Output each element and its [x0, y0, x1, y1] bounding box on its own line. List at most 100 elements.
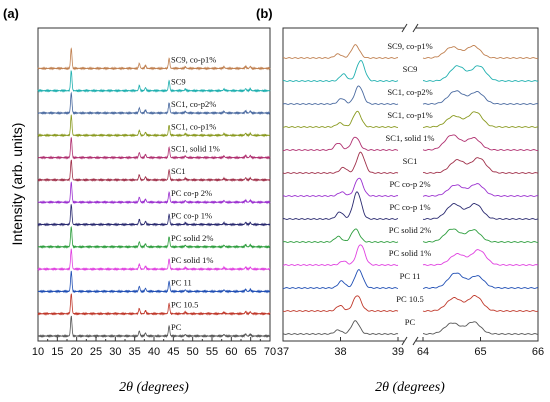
- trace-b-right-sc1-solid-1: [422, 134, 539, 151]
- panel-b-axis-breaks: [401, 23, 419, 346]
- series-label-b-sc1-solid-1: SC1, solid 1%: [386, 133, 435, 143]
- series-label-b-sc1-co-p1: SC1, co-p1%: [387, 110, 432, 120]
- trace-a-sc1-solid-1: [37, 137, 271, 160]
- trace-b-left-pc: [282, 320, 399, 335]
- panel-b-label: (b): [256, 6, 273, 21]
- trace-b-right-sc1-co-p1: [422, 111, 539, 128]
- axis-break-mark: [401, 336, 408, 346]
- panel-a-label: (a): [3, 6, 19, 21]
- series-label-a-pc-11: PC 11: [171, 277, 192, 287]
- trace-b-left-sc1-solid-1: [282, 136, 399, 151]
- panel-b-x-ticks: 37 38 39 64 65 66: [277, 337, 544, 358]
- trace-a-pc-co-p-2: [37, 181, 271, 205]
- series-label-a-sc1-co-p1: SC1, co-p1%: [171, 121, 216, 131]
- trace-b-right-pc-11: [422, 272, 539, 289]
- trace-a-pc-co-p-1: [37, 204, 271, 227]
- trace-a-sc9: [37, 70, 271, 93]
- series-label-b-pc-solid-2: PC solid 2%: [389, 225, 432, 235]
- trace-b-left-pc-11: [282, 269, 399, 289]
- axis-break-mark: [401, 23, 408, 33]
- tick-label-a-50: 50: [187, 346, 199, 358]
- trace-b-left-pc-solid-1: [282, 244, 399, 266]
- trace-a-pc: [37, 315, 271, 339]
- panel-b-traces: [282, 44, 539, 335]
- tick-label-b-38: 38: [334, 346, 346, 358]
- trace-b-right-pc-10-5: [422, 295, 539, 312]
- tick-label-b-39: 39: [392, 346, 404, 358]
- series-label-a-pc-co-p-2: PC co-p 2%: [171, 188, 212, 198]
- trace-a-pc-solid-2: [37, 225, 271, 249]
- series-label-a-sc1-solid-1: SC1, solid 1%: [171, 144, 220, 154]
- trace-b-left-sc1: [282, 151, 399, 174]
- trace-b-right-pc-co-p-1: [422, 203, 539, 220]
- series-label-a-pc-solid-2: PC solid 2%: [171, 233, 214, 243]
- trace-b-right-sc1-co-p2: [422, 90, 539, 105]
- trace-a-pc-11: [37, 270, 271, 294]
- trace-b-left-sc9-co-p1: [282, 44, 399, 59]
- tick-label-a-60: 60: [225, 346, 237, 358]
- series-label-a-sc1: SC1: [171, 166, 186, 176]
- axis-break-mark: [412, 336, 419, 346]
- series-label-b-sc1: SC1: [403, 156, 418, 166]
- tick-label-a-35: 35: [129, 346, 141, 358]
- trace-a-sc1: [37, 159, 271, 183]
- trace-b-left-pc-co-p-1: [282, 191, 399, 220]
- trace-b-right-sc9: [422, 65, 539, 82]
- panel-a-x-label: 2θ (degrees): [119, 380, 189, 395]
- trace-b-left-sc9: [282, 60, 399, 82]
- trace-a-sc1-co-p2: [37, 91, 271, 116]
- panel-b: (b) PC PC 10.5 PC 11 PC solid 1% PC solid 2%…: [256, 6, 544, 395]
- trace-b-right-pc-solid-2: [422, 228, 539, 243]
- trace-b-right-pc-solid-1: [422, 249, 539, 266]
- panel-b-series-labels: PC PC 10.5 PC 11 PC solid 1% PC solid 2% PC c…: [386, 41, 435, 327]
- series-label-b-sc1-co-p2: SC1, co-p2%: [387, 87, 432, 97]
- trace-a-sc9-co-p1: [37, 47, 271, 71]
- trace-b-right-pc: [422, 321, 539, 335]
- panel-a-y-label: Intensity (arb. units): [9, 123, 25, 246]
- trace-b-left-pc-co-p-2: [282, 177, 399, 197]
- tick-label-b-65: 65: [474, 346, 486, 358]
- panel-a-traces: [37, 47, 271, 339]
- tick-label-a-65: 65: [245, 346, 257, 358]
- tick-label-a-40: 40: [148, 346, 160, 358]
- series-label-a-pc-co-p-1: PC co-p 1%: [171, 211, 212, 221]
- tick-label-a-55: 55: [206, 346, 218, 358]
- series-label-b-pc-co-p-1: PC co-p 1%: [389, 202, 430, 212]
- series-label-b-sc9-co-p1: SC9, co-p1%: [387, 41, 432, 51]
- series-label-b-sc9: SC9: [403, 64, 418, 74]
- panel-a-frame: [37, 27, 271, 342]
- series-label-a-pc-solid-1: PC solid 1%: [171, 255, 214, 265]
- trace-a-sc1-co-p1: [37, 114, 271, 138]
- tick-label-b-66: 66: [532, 346, 544, 358]
- series-label-a-pc-10-5: PC 10.5: [171, 300, 198, 310]
- trace-b-right-sc9-co-p1: [422, 44, 539, 59]
- panel-a-x-ticks: 10 15 20 25 30 35 40 45 50 55 60 65 70: [32, 337, 276, 358]
- series-label-b-pc-10-5: PC 10.5: [396, 294, 423, 304]
- axis-break-gap: [404, 338, 416, 344]
- trace-b-left-pc-solid-2: [282, 228, 399, 243]
- series-label-b-pc-solid-1: PC solid 1%: [389, 248, 432, 258]
- trace-b-left-sc1-co-p2: [282, 85, 399, 105]
- trace-a-pc-solid-1: [37, 248, 271, 272]
- trace-b-left-sc1-co-p1: [282, 110, 399, 128]
- axis-break-mark: [412, 23, 419, 33]
- series-label-a-sc1-co-p2: SC1, co-p2%: [171, 99, 216, 109]
- panel-a: (a) PC PC 10.5 PC 11 PC solid 1% PC solid 2%…: [3, 6, 276, 395]
- tick-label-b-37: 37: [277, 346, 289, 358]
- tick-label-a-15: 15: [51, 346, 63, 358]
- panel-b-x-label: 2θ (degrees): [375, 380, 445, 395]
- series-label-a-sc9-co-p1: SC9, co-p1%: [171, 54, 216, 64]
- panel-a-series-labels: PC PC 10.5 PC 11 PC solid 1% PC solid 2% PC c…: [171, 54, 220, 332]
- series-label-b-pc-co-p-2: PC co-p 2%: [389, 179, 430, 189]
- trace-b-left-pc-10-5: [282, 295, 399, 312]
- trace-a-pc-10-5: [37, 293, 271, 316]
- tick-label-a-10: 10: [32, 346, 44, 358]
- series-label-b-pc-11: PC 11: [400, 271, 421, 281]
- series-label-a-pc: PC: [171, 322, 182, 332]
- trace-b-right-pc-co-p-2: [422, 183, 539, 197]
- tick-label-a-45: 45: [167, 346, 179, 358]
- tick-label-a-70: 70: [264, 346, 276, 358]
- tick-label-a-30: 30: [109, 346, 121, 358]
- axis-break-gap: [404, 25, 416, 31]
